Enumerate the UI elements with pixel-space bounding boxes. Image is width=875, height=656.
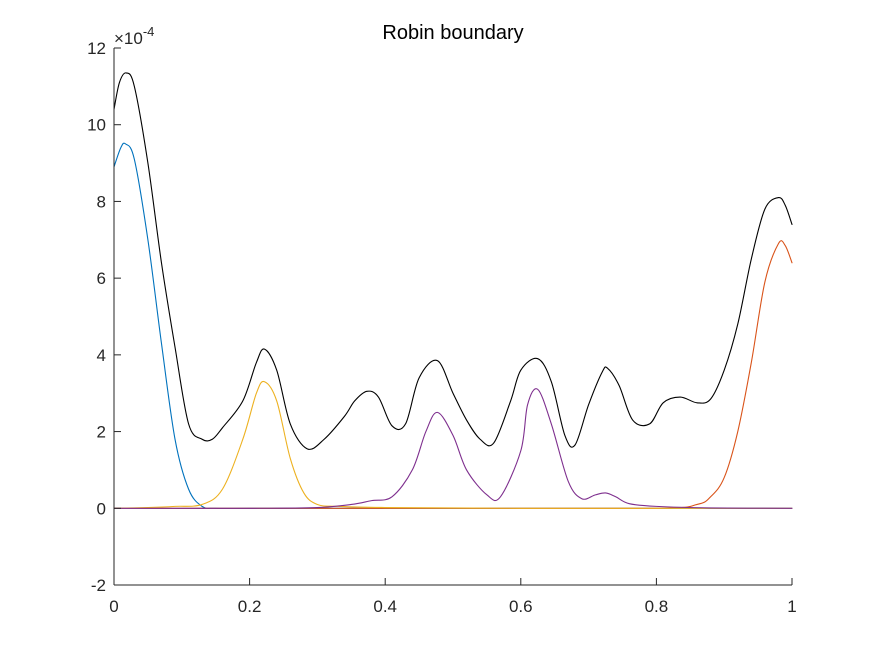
x-tick-label-4: 0.8	[645, 597, 669, 616]
y-tick-label-6: 10	[87, 116, 106, 135]
y-tick-label-7: 12	[87, 39, 106, 58]
series-line-5	[113, 72, 793, 450]
y-tick-label-2: 2	[97, 423, 106, 442]
x-tick-label-5: 1	[787, 597, 796, 616]
x-tick-label-3: 0.6	[509, 597, 533, 616]
x-tick-label-0: 0	[109, 597, 118, 616]
chart-title: Robin boundary	[382, 22, 523, 44]
y-tick-label-3: 4	[97, 346, 106, 365]
y-exponent-base: ×10	[114, 29, 143, 48]
y-exponent-power: -4	[143, 24, 155, 39]
y-tick-label-5: 8	[97, 192, 106, 211]
x-tick-label-1: 0.2	[238, 597, 262, 616]
axes-layer	[113, 48, 792, 586]
y-tick-label-4: 6	[97, 269, 106, 288]
series-layer	[113, 72, 793, 510]
y-exponent-label: ×10-4	[114, 24, 154, 48]
series-line-3	[113, 380, 793, 509]
y-tick-label-1: 0	[97, 499, 106, 518]
x-tick-label-2: 0.4	[373, 597, 397, 616]
y-tick-label-0: -2	[91, 576, 106, 595]
series-line-4	[113, 388, 793, 509]
svg-text:×10-4: ×10-4	[114, 24, 154, 48]
